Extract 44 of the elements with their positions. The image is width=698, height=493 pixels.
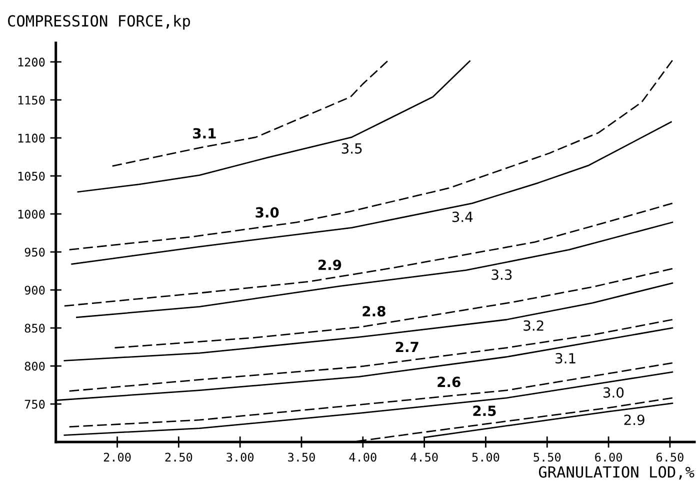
x-tick-label: 2.00 bbox=[104, 452, 131, 462]
y-tick-label: 750 bbox=[24, 400, 45, 409]
x-tick-label: 5.50 bbox=[534, 452, 561, 462]
x-axis-title: GRANULATION LOD,% bbox=[538, 466, 694, 480]
line-series bbox=[64, 371, 674, 436]
x-tick-label: 5.00 bbox=[472, 452, 500, 462]
x-tick-label: 6.00 bbox=[595, 452, 622, 462]
annotation: 3.2 bbox=[524, 320, 544, 331]
y-tick-label: 1200 bbox=[18, 58, 45, 67]
line-series bbox=[68, 60, 674, 250]
y-tick-label: 950 bbox=[24, 248, 45, 257]
y-tick-label: 1050 bbox=[18, 172, 45, 181]
y-tick-label: 800 bbox=[24, 362, 45, 371]
y-axis-title: COMPRESSION FORCE,kp bbox=[8, 14, 190, 30]
annotation: 3.0 bbox=[256, 207, 279, 218]
annotation: 2.9 bbox=[624, 414, 644, 426]
annotation: 2.9 bbox=[318, 260, 342, 270]
line-series bbox=[68, 362, 674, 428]
annotation: 2.8 bbox=[362, 306, 386, 316]
annotation: 3.1 bbox=[556, 353, 576, 364]
y-tick-label: 900 bbox=[24, 286, 45, 295]
annotation: 3.4 bbox=[452, 212, 473, 222]
line-series bbox=[64, 202, 674, 307]
y-tick-label: 1150 bbox=[18, 96, 45, 105]
annotation: 2.6 bbox=[438, 376, 460, 388]
y-tick-label: 1000 bbox=[18, 210, 45, 219]
annotation: 3.1 bbox=[193, 128, 216, 139]
x-tick-label: 4.00 bbox=[349, 452, 376, 462]
annotation: 3.0 bbox=[603, 387, 624, 398]
x-tick-label: 6.50 bbox=[656, 452, 684, 462]
line-series bbox=[77, 60, 470, 193]
annotation: 3.3 bbox=[492, 269, 512, 280]
y-tick-label: 850 bbox=[24, 324, 45, 333]
y-tick-label: 1100 bbox=[18, 134, 45, 143]
x-tick-label: 4.50 bbox=[410, 452, 438, 462]
annotation: 2.5 bbox=[473, 406, 496, 416]
line-series bbox=[112, 60, 388, 167]
line-series bbox=[76, 222, 674, 318]
annotation: 2.7 bbox=[396, 342, 418, 352]
annotation: 3.5 bbox=[342, 143, 362, 154]
x-tick-label: 3.00 bbox=[226, 452, 254, 462]
x-tick-label: 3.50 bbox=[288, 452, 315, 462]
line-series bbox=[64, 282, 674, 362]
x-tick-label: 2.50 bbox=[165, 452, 192, 462]
